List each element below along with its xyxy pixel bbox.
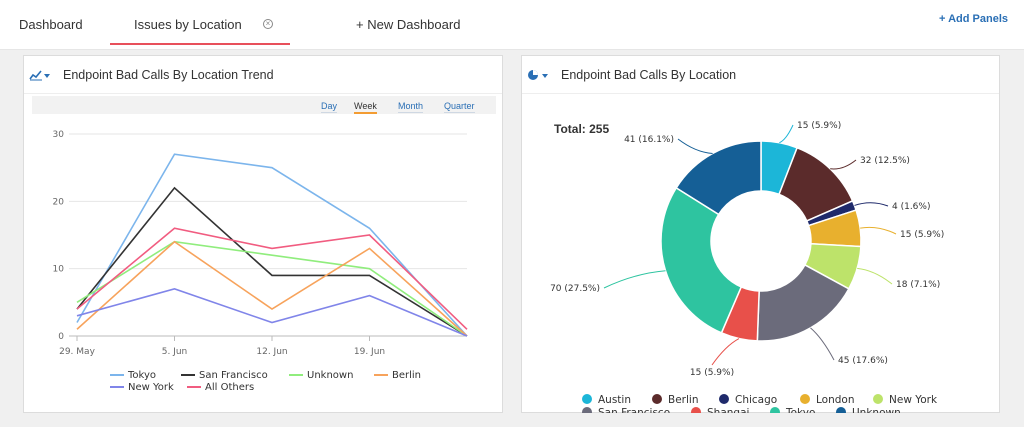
series-line [76, 153, 468, 337]
legend-item: Chicago [719, 394, 777, 406]
dashboard-tab-bar: Dashboard Issues by Location × + New Das… [0, 0, 1024, 50]
legend-label: Tokyo [785, 407, 815, 413]
x-tick-label: 29. May [59, 347, 95, 357]
y-tick-label: 30 [53, 130, 65, 140]
data-label: 18 (7.1%) [896, 280, 940, 290]
legend-label: London [816, 394, 855, 406]
trend-panel-header: Endpoint Bad Calls By Location Trend [24, 56, 502, 94]
legend-swatch [719, 394, 729, 404]
legend-label: Shangai [707, 407, 749, 413]
data-label: 15 (5.9%) [797, 121, 841, 131]
data-label-connector [830, 159, 857, 170]
legend-item: San Francisco [582, 407, 670, 413]
data-label-connector [857, 267, 893, 285]
range-week-button[interactable]: Week [354, 101, 377, 114]
data-label-connector [810, 327, 835, 361]
legend-swatch [582, 394, 592, 404]
legend-item: Shangai [691, 407, 749, 413]
legend-label: Berlin [392, 370, 421, 381]
legend-label: Tokyo [127, 370, 156, 381]
legend-item: London [800, 394, 855, 406]
data-label-connector [779, 124, 794, 144]
donut-slice [675, 140, 762, 216]
trend-panel: Endpoint Bad Calls By Location Trend Day… [23, 55, 503, 413]
data-label: 41 (16.1%) [624, 135, 674, 145]
donut-slice [660, 186, 743, 334]
legend-swatch [873, 394, 883, 404]
x-tick-label: 12. Jun [256, 347, 287, 357]
legend-label: All Others [205, 382, 254, 393]
legend-label: New York [128, 382, 174, 393]
legend-swatch [836, 407, 846, 413]
legend-swatch [652, 394, 662, 404]
add-panels-button[interactable]: + Add Panels [939, 13, 1008, 25]
data-label-connector [860, 226, 897, 235]
data-label-connector [854, 202, 889, 207]
data-label: 45 (17.6%) [838, 356, 888, 366]
legend-item: New York [873, 394, 938, 406]
data-label-connector [711, 338, 740, 366]
location-panel: Endpoint Bad Calls By Location Total: 25… [521, 55, 1000, 413]
data-label: 4 (1.6%) [892, 202, 930, 212]
series-line [76, 288, 468, 337]
legend-swatch [770, 407, 780, 413]
legend-swatch [691, 407, 701, 413]
location-panel-header: Endpoint Bad Calls By Location [522, 56, 999, 94]
series-line [76, 186, 468, 337]
range-month-button[interactable]: Month [398, 101, 424, 113]
series-line [76, 240, 468, 337]
legend-label: San Francisco [598, 407, 670, 413]
tab-issues-by-location[interactable]: Issues by Location [134, 17, 242, 32]
location-donut-chart: 15 (5.9%) 32 (12.5%) 4 (1.6%) 15 (5.9%) 18 (… [550, 121, 944, 413]
legend-label: San Francisco [199, 370, 268, 381]
legend-item: Unknown [289, 370, 353, 381]
legend-item: San Francisco [181, 370, 268, 381]
legend-item: Berlin [652, 394, 698, 406]
legend-swatch [582, 407, 592, 413]
legend-label: Austin [598, 394, 631, 406]
close-tab-icon[interactable]: × [263, 19, 273, 29]
active-tab-indicator [110, 43, 290, 45]
data-label-connector [603, 270, 666, 289]
x-tick-label: 19. Jun [354, 347, 385, 357]
data-label: 32 (12.5%) [860, 156, 910, 166]
legend-item: Berlin [374, 370, 421, 381]
data-label-connector [677, 138, 713, 154]
data-label: 70 (27.5%) [550, 284, 600, 294]
line-chart-icon[interactable] [29, 68, 51, 86]
tab-new-dashboard[interactable]: + New Dashboard [356, 17, 461, 32]
y-tick-label: 20 [53, 197, 65, 207]
legend-label: Unknown [852, 407, 901, 413]
data-label: 15 (5.9%) [900, 230, 944, 240]
location-panel-title: Endpoint Bad Calls By Location [561, 68, 737, 82]
trend-panel-title: Endpoint Bad Calls By Location Trend [63, 68, 274, 82]
pie-chart-icon[interactable] [527, 68, 549, 86]
trend-line-chart: 0 10 20 30 29. May 5. Jun 12. Jun 19. Jun Tokyo S… [53, 130, 468, 393]
data-label: 15 (5.9%) [690, 368, 734, 378]
series-line [76, 227, 468, 330]
range-quarter-button[interactable]: Quarter [444, 101, 475, 113]
legend-item: Tokyo [770, 407, 815, 413]
x-tick-label: 5. Jun [162, 347, 188, 357]
legend-item: Tokyo [110, 370, 156, 381]
legend-item: Unknown [836, 407, 901, 413]
y-tick-label: 0 [58, 332, 64, 342]
y-tick-label: 10 [53, 265, 65, 275]
legend-item: All Others [187, 382, 254, 393]
total-count: Total: 255 [554, 122, 610, 136]
range-day-button[interactable]: Day [321, 101, 338, 113]
legend-item: New York [110, 382, 174, 393]
tab-dashboard[interactable]: Dashboard [19, 17, 83, 32]
legend-label: New York [889, 394, 938, 406]
series-line [76, 240, 468, 337]
legend-label: Chicago [735, 394, 777, 406]
legend-swatch [800, 394, 810, 404]
legend-item: Austin [582, 394, 631, 406]
legend-label: Berlin [668, 394, 698, 406]
range-selector-bar [32, 96, 496, 114]
legend-label: Unknown [307, 370, 353, 381]
